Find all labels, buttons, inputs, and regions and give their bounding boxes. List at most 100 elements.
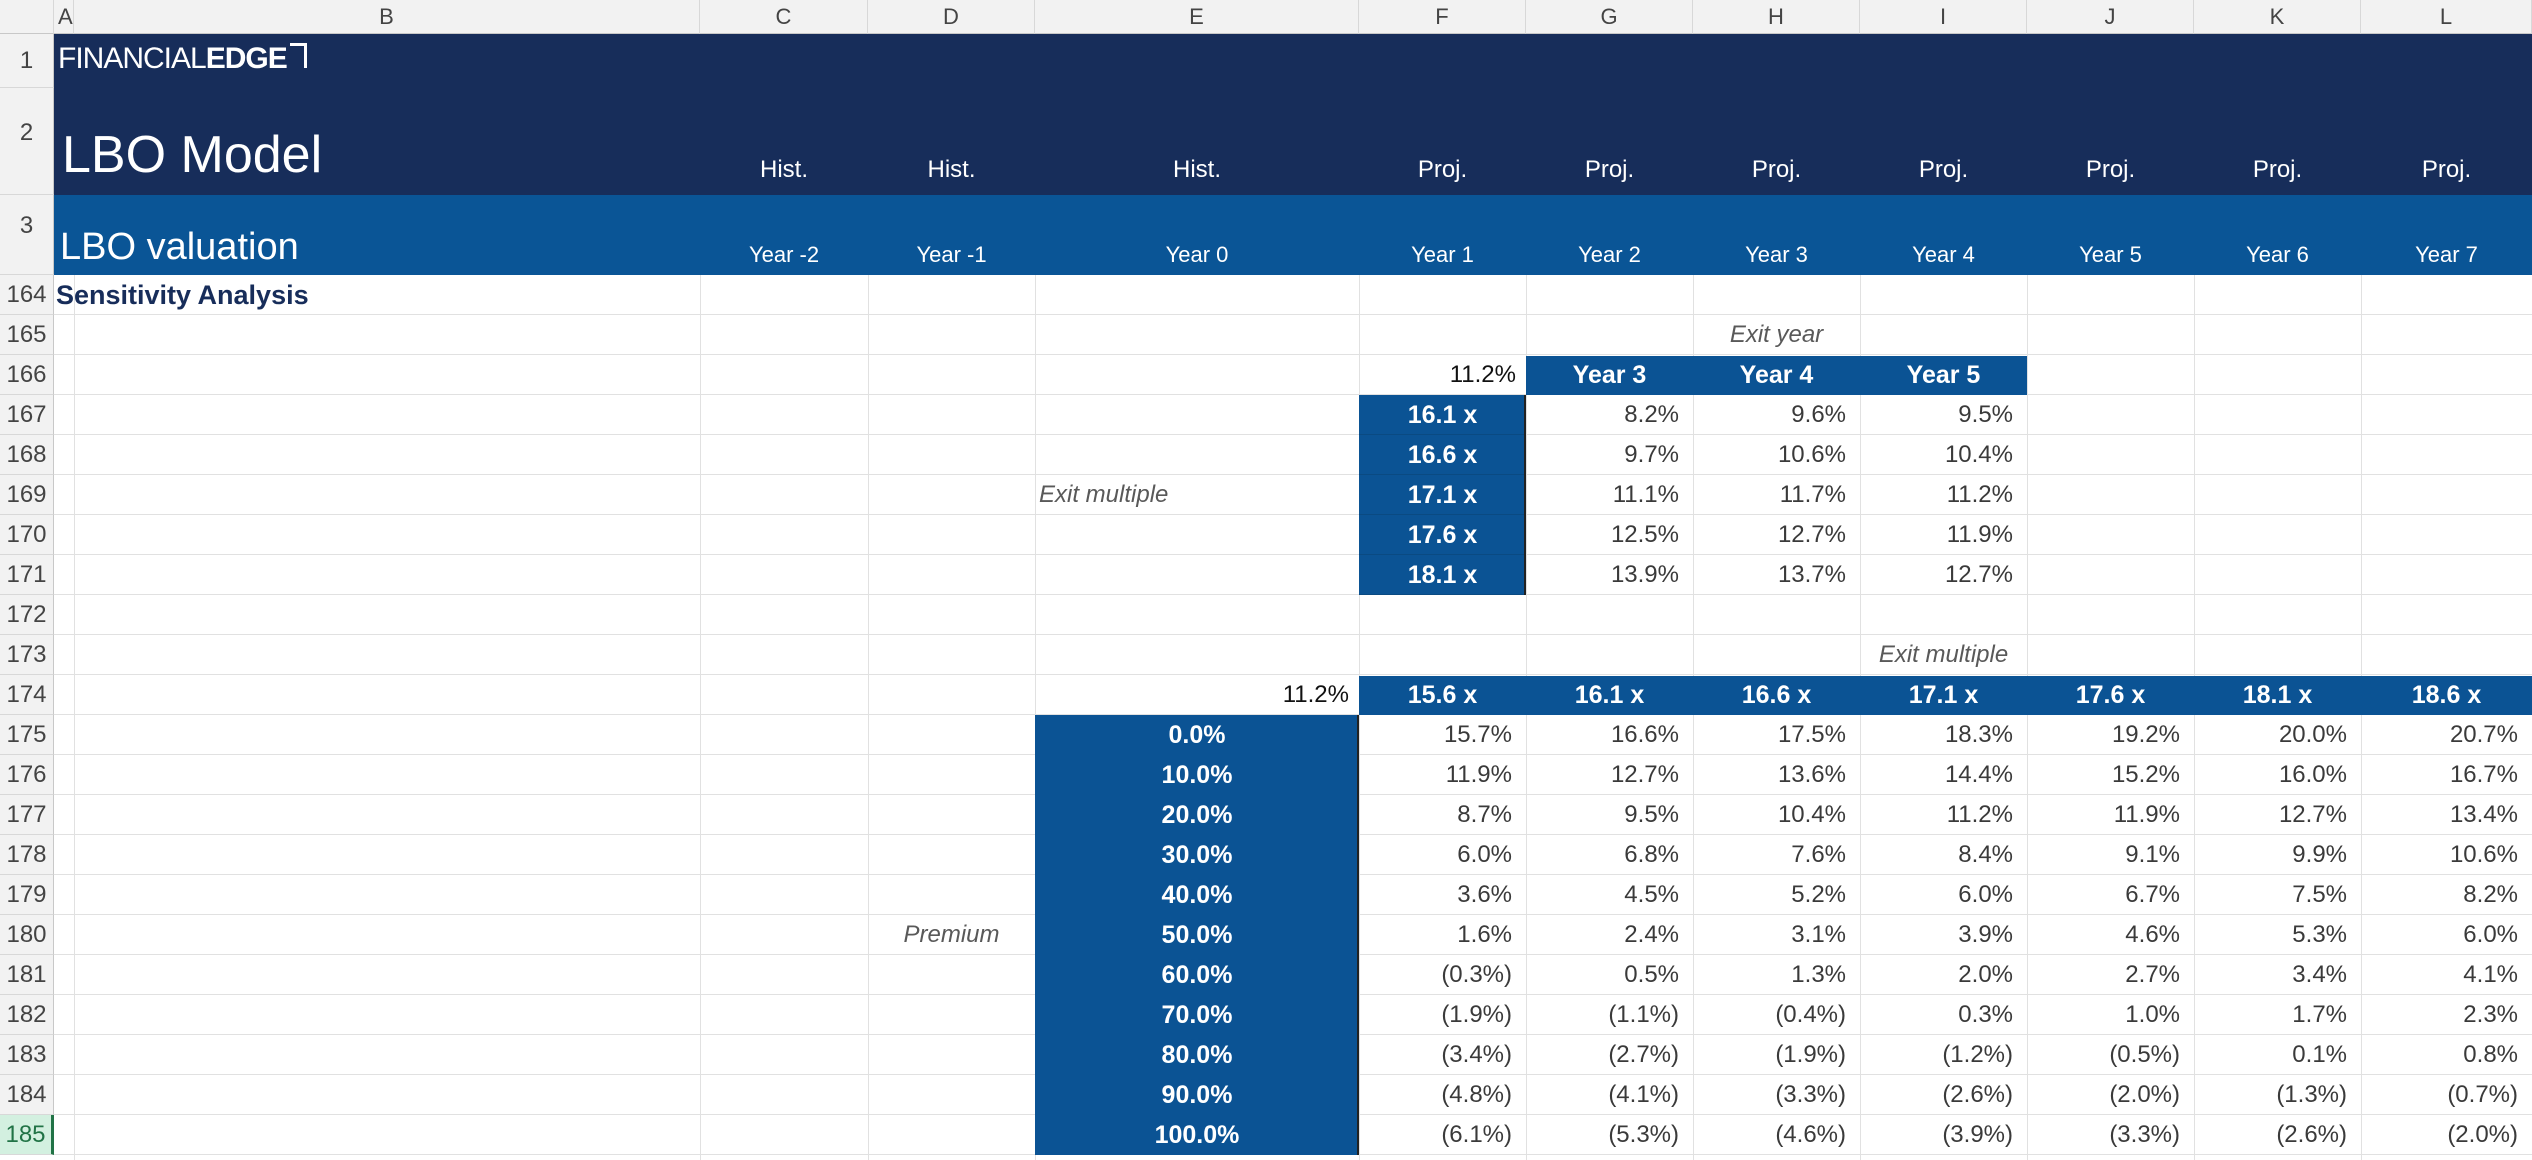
row-header-164[interactable]: 164 xyxy=(0,275,54,315)
table2-cell[interactable]: 2.3% xyxy=(2463,1001,2518,1028)
table2-cell[interactable]: 6.0% xyxy=(1958,881,2013,908)
row-header-168[interactable]: 168 xyxy=(0,435,54,475)
table2-cell[interactable]: 14.4% xyxy=(1944,761,2013,788)
table2-cell[interactable]: (2.0%) xyxy=(2447,1121,2518,1148)
table2-cell[interactable]: 9.9% xyxy=(2292,841,2347,868)
table2-cell[interactable]: 13.4% xyxy=(2449,801,2518,828)
table2-cell[interactable]: 6.8% xyxy=(1624,841,1679,868)
column-header-h[interactable]: H xyxy=(1693,0,1860,34)
table2-cell[interactable]: 1.0% xyxy=(2125,1001,2180,1028)
row-header-3[interactable]: 3 xyxy=(0,195,54,275)
column-header-f[interactable]: F xyxy=(1359,0,1526,34)
table2-cell[interactable]: 13.6% xyxy=(1777,761,1846,788)
table1-cell[interactable]: 9.6% xyxy=(1791,401,1846,428)
column-header-i[interactable]: I xyxy=(1860,0,2027,34)
table2-cell[interactable]: 17.5% xyxy=(1777,721,1846,748)
row-header-1[interactable]: 1 xyxy=(0,34,54,88)
column-header-a[interactable]: A xyxy=(54,0,74,34)
table2-cell[interactable]: 19.2% xyxy=(2111,721,2180,748)
table2-cell[interactable]: 11.9% xyxy=(1445,761,1512,788)
table1-cell[interactable]: 10.4% xyxy=(1944,441,2013,468)
table2-cell[interactable]: 9.5% xyxy=(1624,801,1679,828)
table2-cell[interactable]: 11.2% xyxy=(1946,801,2013,828)
table2-cell[interactable]: 2.4% xyxy=(1624,921,1679,948)
column-header-l[interactable]: L xyxy=(2361,0,2532,34)
table2-cell[interactable]: (0.5%) xyxy=(2109,1041,2180,1068)
table2-cell[interactable]: 12.7% xyxy=(1610,761,1679,788)
table2-cell[interactable]: 3.9% xyxy=(1958,921,2013,948)
table2-cell[interactable]: 16.7% xyxy=(2449,761,2518,788)
table1-cell[interactable]: 12.7% xyxy=(1777,521,1846,548)
row-header-179[interactable]: 179 xyxy=(0,875,54,915)
table2-cell[interactable]: 11.9% xyxy=(2113,801,2180,828)
table2-cell[interactable]: 0.1% xyxy=(2292,1041,2347,1068)
table1-cell[interactable]: 10.6% xyxy=(1777,441,1846,468)
select-all-corner[interactable] xyxy=(0,0,54,34)
table2-cell[interactable]: (6.1%) xyxy=(1441,1121,1512,1148)
table2-cell[interactable]: (3.4%) xyxy=(1441,1041,1512,1068)
table1-cell[interactable]: 13.9% xyxy=(1610,561,1679,588)
table2-cell[interactable]: (1.3%) xyxy=(2276,1081,2347,1108)
row-header-184[interactable]: 184 xyxy=(0,1075,54,1115)
table2-cell[interactable]: (1.1%) xyxy=(1608,1001,1679,1028)
row-header-173[interactable]: 173 xyxy=(0,635,54,675)
table2-cell[interactable]: 1.3% xyxy=(1791,961,1846,988)
table2-cell[interactable]: 16.0% xyxy=(2278,761,2347,788)
table1-cell[interactable]: 12.7% xyxy=(1944,561,2013,588)
row-header-170[interactable]: 170 xyxy=(0,515,54,555)
table1-cell[interactable]: 11.9% xyxy=(1946,521,2013,548)
table2-cell[interactable]: 5.3% xyxy=(2292,921,2347,948)
table2-cell[interactable]: 8.7% xyxy=(1457,801,1512,828)
table2-cell[interactable]: 4.1% xyxy=(2463,961,2518,988)
table2-cell[interactable]: (3.9%) xyxy=(1942,1121,2013,1148)
table2-cell[interactable]: (4.6%) xyxy=(1775,1121,1846,1148)
table2-cell[interactable]: (1.2%) xyxy=(1942,1041,2013,1068)
table2-cell[interactable]: 2.0% xyxy=(1958,961,2013,988)
table2-cell[interactable]: (0.7%) xyxy=(2447,1081,2518,1108)
row-header-167[interactable]: 167 xyxy=(0,395,54,435)
table2-cell[interactable]: 4.6% xyxy=(2125,921,2180,948)
table2-cell[interactable]: 20.0% xyxy=(2278,721,2347,748)
row-header-182[interactable]: 182 xyxy=(0,995,54,1035)
column-header-e[interactable]: E xyxy=(1035,0,1359,34)
table2-cell[interactable]: 16.6% xyxy=(1610,721,1679,748)
table2-cell[interactable]: 6.0% xyxy=(2463,921,2518,948)
table2-cell[interactable]: (2.6%) xyxy=(1942,1081,2013,1108)
table2-cell[interactable]: 1.7% xyxy=(2292,1001,2347,1028)
table2-cell[interactable]: (2.6%) xyxy=(2276,1121,2347,1148)
table2-cell[interactable]: (0.3%) xyxy=(1441,961,1512,988)
table1-cell[interactable]: 12.5% xyxy=(1610,521,1679,548)
row-header-177[interactable]: 177 xyxy=(0,795,54,835)
column-header-k[interactable]: K xyxy=(2194,0,2361,34)
row-header-2[interactable]: 2 xyxy=(0,88,54,195)
table1-cell[interactable]: 11.2% xyxy=(1946,481,2013,508)
row-header-176[interactable]: 176 xyxy=(0,755,54,795)
table2-cell[interactable]: 0.5% xyxy=(1624,961,1679,988)
table2-cell[interactable]: (1.9%) xyxy=(1775,1041,1846,1068)
row-header-185[interactable]: 185 xyxy=(0,1115,54,1155)
row-header-169[interactable]: 169 xyxy=(0,475,54,515)
table2-cell[interactable]: 7.6% xyxy=(1791,841,1846,868)
table2-cell[interactable]: 0.3% xyxy=(1958,1001,2013,1028)
table2-cell[interactable]: (4.1%) xyxy=(1608,1081,1679,1108)
row-header-180[interactable]: 180 xyxy=(0,915,54,955)
table2-cell[interactable]: (5.3%) xyxy=(1608,1121,1679,1148)
table2-cell[interactable]: 18.3% xyxy=(1944,721,2013,748)
table2-cell[interactable]: 12.7% xyxy=(2278,801,2347,828)
table1-cell[interactable]: 9.7% xyxy=(1624,441,1679,468)
row-header-181[interactable]: 181 xyxy=(0,955,54,995)
table2-cell[interactable]: (3.3%) xyxy=(2109,1121,2180,1148)
table1-cell[interactable]: 11.7% xyxy=(1779,481,1846,508)
table2-cell[interactable]: 6.0% xyxy=(1457,841,1512,868)
table1-cell[interactable]: 11.1% xyxy=(1612,481,1679,508)
table2-cell[interactable]: 1.6% xyxy=(1457,921,1512,948)
table2-cell[interactable]: 8.2% xyxy=(2463,881,2518,908)
column-header-c[interactable]: C xyxy=(700,0,868,34)
table2-cell[interactable]: 7.5% xyxy=(2292,881,2347,908)
table2-cell[interactable]: 3.6% xyxy=(1457,881,1512,908)
table2-cell[interactable]: (2.0%) xyxy=(2109,1081,2180,1108)
table2-cell[interactable]: 20.7% xyxy=(2449,721,2518,748)
row-header-172[interactable]: 172 xyxy=(0,595,54,635)
table1-cell[interactable]: 13.7% xyxy=(1777,561,1846,588)
table2-cell[interactable]: (2.7%) xyxy=(1608,1041,1679,1068)
